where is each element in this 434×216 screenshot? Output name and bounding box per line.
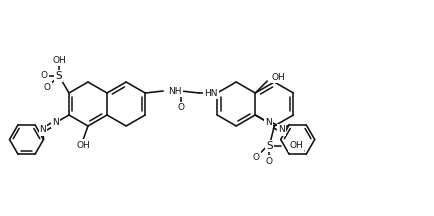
Text: O: O [40,71,47,80]
Text: O: O [265,157,272,165]
Text: S: S [56,71,62,81]
Text: N: N [264,118,271,127]
Text: NH: NH [168,86,181,95]
Text: O: O [177,103,184,113]
Text: OH: OH [271,73,284,81]
Text: N: N [39,125,46,135]
Text: O: O [252,152,259,162]
Text: OH: OH [76,140,90,149]
Text: OH: OH [289,141,302,151]
Text: O: O [43,83,50,92]
Text: N: N [53,118,59,127]
Text: S: S [266,141,272,151]
Text: OH: OH [52,56,66,65]
Text: HN: HN [204,89,217,97]
Text: N: N [277,125,284,135]
